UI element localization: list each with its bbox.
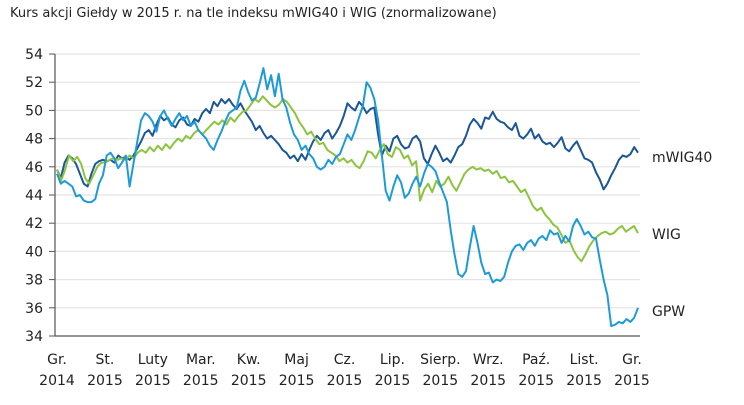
x-tick-year: 2015 [375, 373, 411, 389]
series-label-mwig40: mWIG40 [652, 150, 712, 166]
y-tick-label: 44 [25, 188, 43, 204]
x-tick-year: 2015 [87, 373, 123, 389]
y-tick-label: 38 [25, 273, 43, 289]
series-end-labels: mWIG40 WIG GPW [652, 150, 712, 320]
y-tick-label: 48 [25, 132, 43, 148]
x-tick-month: St. [96, 352, 115, 368]
y-tick-label: 46 [25, 160, 43, 176]
x-tick-month: List. [570, 352, 599, 368]
chart-title: Kurs akcji Giełdy w 2015 r. na tle indek… [10, 6, 497, 21]
y-tick-label: 52 [25, 75, 43, 91]
x-tick-year: 2015 [327, 373, 363, 389]
y-tick-label: 50 [25, 103, 43, 119]
y-axis: 34 36 38 40 42 44 46 48 50 52 54 [25, 47, 56, 345]
x-tick-year: 2015 [423, 373, 459, 389]
x-tick-year: 2015 [518, 373, 554, 389]
x-tick-year: 2015 [279, 373, 315, 389]
x-tick-month: Wrz. [473, 352, 504, 368]
x-tick-year: 2015 [470, 373, 506, 389]
y-tick-label: 40 [25, 244, 43, 260]
x-tick-month: Sierp. [420, 352, 460, 368]
x-tick-month: Luty [138, 352, 168, 368]
x-tick-year: 2015 [231, 373, 267, 389]
x-tick-month: Maj [284, 352, 309, 368]
x-tick-month: Kw. [237, 352, 261, 368]
series-label-wig: WIG [652, 227, 681, 243]
x-tick-year: 2015 [614, 373, 650, 389]
x-tick-month: Mar. [186, 352, 216, 368]
series-wig [56, 95, 639, 263]
x-tick-year: 2015 [183, 373, 219, 389]
y-tick-label: 34 [25, 329, 43, 345]
y-tick-label: 54 [25, 47, 43, 63]
series-mwig40 [56, 98, 639, 191]
x-tick-month: Cz. [334, 352, 356, 368]
x-tick-year: 2015 [135, 373, 171, 389]
x-tick-month: Gr. [47, 352, 67, 368]
x-tick-year: 2014 [39, 373, 75, 389]
y-tick-label: 36 [25, 301, 43, 317]
x-tick-month: Lip. [380, 352, 405, 368]
x-tick-year: 2015 [566, 373, 602, 389]
series-gpw [56, 67, 639, 328]
x-axis: Gr. 2014 St. 2015 Luty 2015 Mar. 2015 Kw. 2015 Maj… [39, 335, 650, 389]
series-lines [56, 67, 639, 328]
x-tick-month: Paź. [522, 352, 550, 368]
gridlines [55, 53, 640, 309]
x-tick-month: Gr. [622, 352, 642, 368]
y-tick-label: 42 [25, 216, 43, 232]
series-label-gpw: GPW [652, 304, 685, 320]
